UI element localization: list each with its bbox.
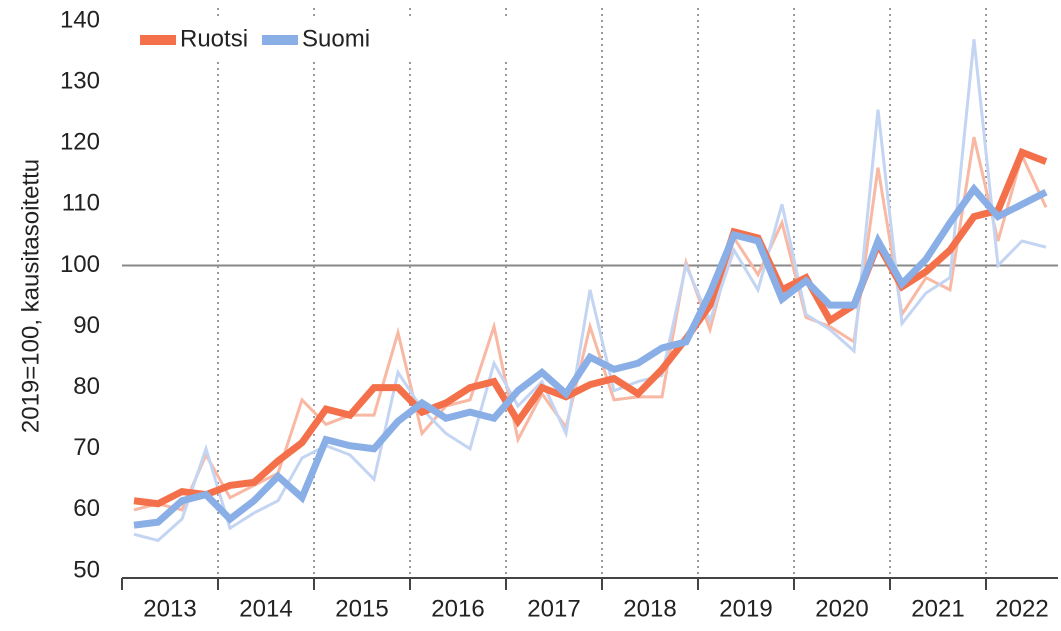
legend-label: Suomi	[302, 25, 370, 52]
x-tick-label: 2020	[815, 595, 868, 622]
x-tick-label: 2021	[911, 595, 964, 622]
x-tick-label: 2017	[527, 595, 580, 622]
legend-label: Ruotsi	[180, 25, 248, 52]
y-axis-label: 2019=100, kausitasoitettu	[17, 159, 44, 433]
series-line	[133, 136, 1048, 512]
x-tick-label: 2016	[431, 595, 484, 622]
series-line	[133, 183, 1048, 529]
y-tick-label: 100	[60, 251, 100, 278]
y-tick-label: 140	[60, 6, 100, 33]
y-tick-label: 70	[73, 434, 100, 461]
x-tick-label: 2018	[623, 595, 676, 622]
x-tick-label: 2015	[335, 595, 388, 622]
x-tick-label: 2014	[239, 595, 292, 622]
y-tick-label: 60	[73, 495, 100, 522]
x-tick-label: 2022	[995, 595, 1048, 622]
y-tick-label: 80	[73, 373, 100, 400]
legend-box	[132, 20, 512, 60]
y-tick-label: 120	[60, 129, 100, 156]
y-tick-label: 50	[73, 556, 100, 583]
y-tick-label: 110	[62, 190, 100, 217]
x-tick-label: 2013	[143, 595, 196, 622]
y-tick-label: 90	[73, 312, 100, 339]
y-tick-label: 130	[60, 67, 100, 94]
x-tick-label: 2019	[719, 595, 772, 622]
